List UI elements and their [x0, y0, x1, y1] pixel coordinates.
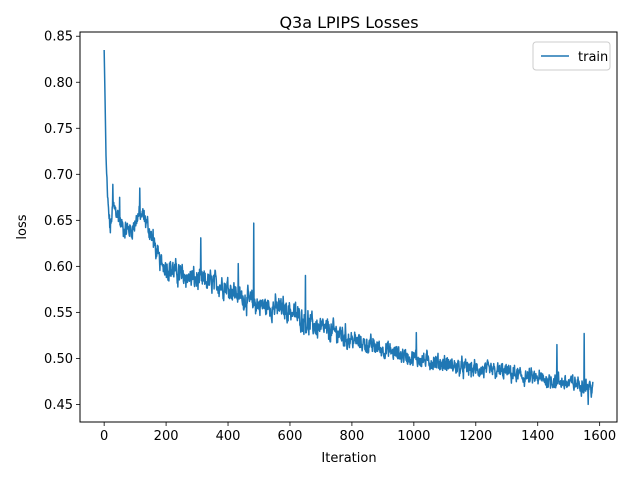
x-axis-label: Iteration: [321, 451, 376, 466]
x-tick-label: 1400: [521, 429, 554, 444]
y-tick-label: 0.85: [44, 30, 73, 45]
series-line-train: [103, 50, 594, 406]
y-tick-label: 0.50: [44, 352, 73, 367]
y-tick-label: 0.55: [44, 306, 73, 321]
x-tick-label: 200: [154, 429, 179, 444]
y-tick-label: 0.70: [44, 168, 73, 183]
x-tick-label: 400: [216, 429, 241, 444]
y-tick-label: 0.45: [44, 398, 73, 413]
y-axis-label: loss: [15, 214, 30, 239]
x-tick-label: 0: [100, 429, 108, 444]
legend-box: [532, 41, 611, 71]
x-axis: 0 200 400 600 800 1000 1200 1400 1600: [100, 422, 616, 444]
y-tick-label: 0.75: [44, 122, 73, 137]
y-axis: 0.45 0.50 0.55 0.60 0.65 0.70 0.75 0.80 0.85: [44, 30, 80, 413]
legend: train: [532, 41, 611, 71]
x-tick-label: 1600: [583, 429, 616, 444]
y-tick-label: 0.60: [44, 260, 73, 275]
x-tick-label: 1200: [459, 429, 492, 444]
y-tick-label: 0.80: [44, 76, 73, 91]
x-tick-label: 600: [278, 429, 303, 444]
y-tick-label: 0.65: [44, 214, 73, 229]
legend-label-train: train: [578, 50, 608, 65]
x-tick-label: 800: [339, 429, 364, 444]
plot-frame: [79, 31, 618, 423]
x-tick-label: 1000: [397, 429, 430, 444]
chart-title: Q3a LPIPS Losses: [279, 13, 418, 32]
plot-area: [79, 31, 618, 423]
